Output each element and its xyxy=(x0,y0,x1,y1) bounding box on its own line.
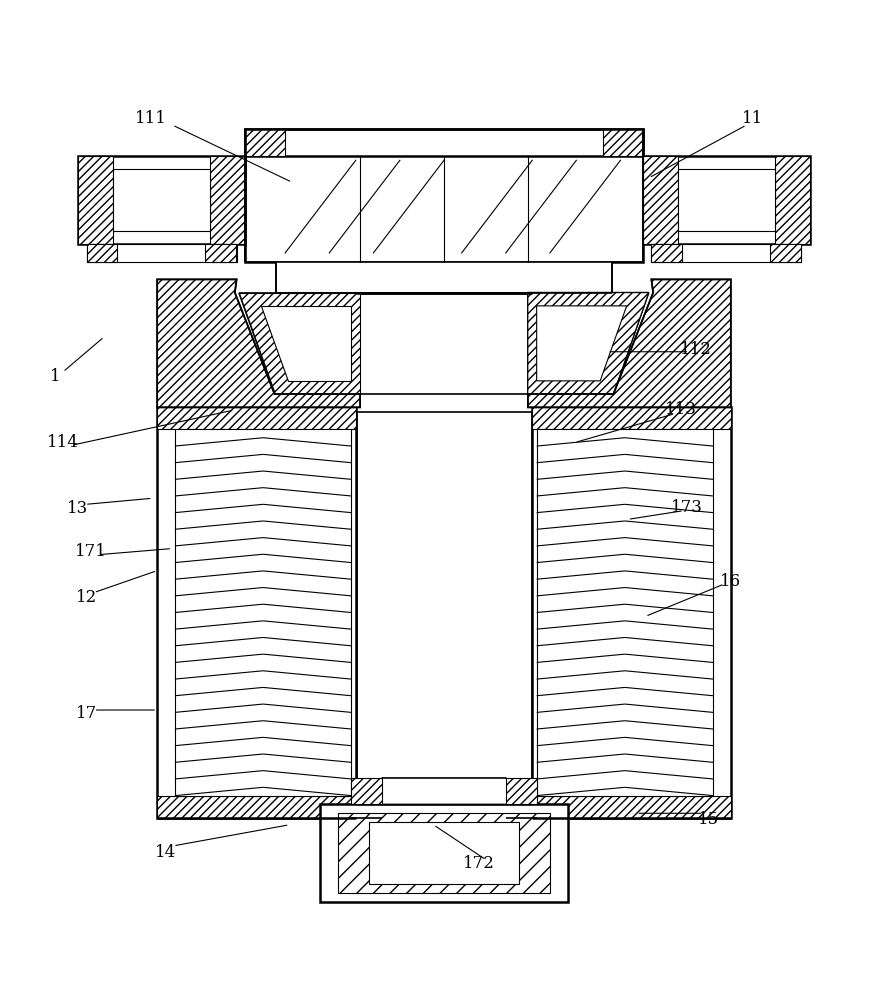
Text: 172: 172 xyxy=(464,855,496,872)
Text: 11: 11 xyxy=(742,110,764,127)
Polygon shape xyxy=(527,293,649,394)
Bar xyxy=(245,129,285,156)
Bar xyxy=(78,156,113,244)
Polygon shape xyxy=(239,293,361,394)
Bar xyxy=(210,156,245,244)
Bar xyxy=(78,156,245,244)
Text: 112: 112 xyxy=(679,341,711,358)
Text: 12: 12 xyxy=(76,589,97,606)
Bar xyxy=(157,407,356,429)
Bar xyxy=(356,293,532,804)
Bar xyxy=(775,156,810,244)
Polygon shape xyxy=(352,778,382,804)
Bar xyxy=(205,244,235,262)
Bar xyxy=(276,262,612,293)
Polygon shape xyxy=(536,306,627,381)
Text: 15: 15 xyxy=(698,811,719,828)
Text: 113: 113 xyxy=(664,401,696,418)
Bar xyxy=(643,156,810,244)
Bar xyxy=(652,244,682,262)
Polygon shape xyxy=(239,293,361,394)
Bar xyxy=(369,822,519,884)
Bar xyxy=(532,407,731,818)
Polygon shape xyxy=(506,778,536,804)
Bar xyxy=(334,394,554,412)
Bar xyxy=(643,156,678,244)
Polygon shape xyxy=(527,293,649,394)
Bar xyxy=(678,169,775,231)
Text: 173: 173 xyxy=(670,499,702,516)
Bar xyxy=(157,796,356,818)
Bar xyxy=(245,129,643,262)
Bar xyxy=(157,407,356,818)
Bar xyxy=(87,244,236,262)
Bar xyxy=(338,813,550,893)
Bar xyxy=(175,429,352,796)
Polygon shape xyxy=(527,279,731,407)
Bar xyxy=(536,429,713,796)
Text: 13: 13 xyxy=(67,500,89,517)
Polygon shape xyxy=(157,279,361,407)
Bar xyxy=(603,129,643,156)
Text: 114: 114 xyxy=(47,434,79,451)
Polygon shape xyxy=(261,306,352,381)
Text: 14: 14 xyxy=(155,844,177,861)
Bar xyxy=(532,407,731,429)
Text: 17: 17 xyxy=(76,705,97,722)
Text: 16: 16 xyxy=(720,573,741,590)
Bar xyxy=(113,169,210,231)
Text: 171: 171 xyxy=(75,543,107,560)
Text: 111: 111 xyxy=(135,110,167,127)
Bar xyxy=(652,244,801,262)
Bar xyxy=(532,796,731,818)
Bar xyxy=(321,804,567,902)
Polygon shape xyxy=(356,778,532,804)
Bar xyxy=(245,129,643,156)
Text: 1: 1 xyxy=(51,368,61,385)
Bar xyxy=(770,244,800,262)
Bar xyxy=(87,244,117,262)
